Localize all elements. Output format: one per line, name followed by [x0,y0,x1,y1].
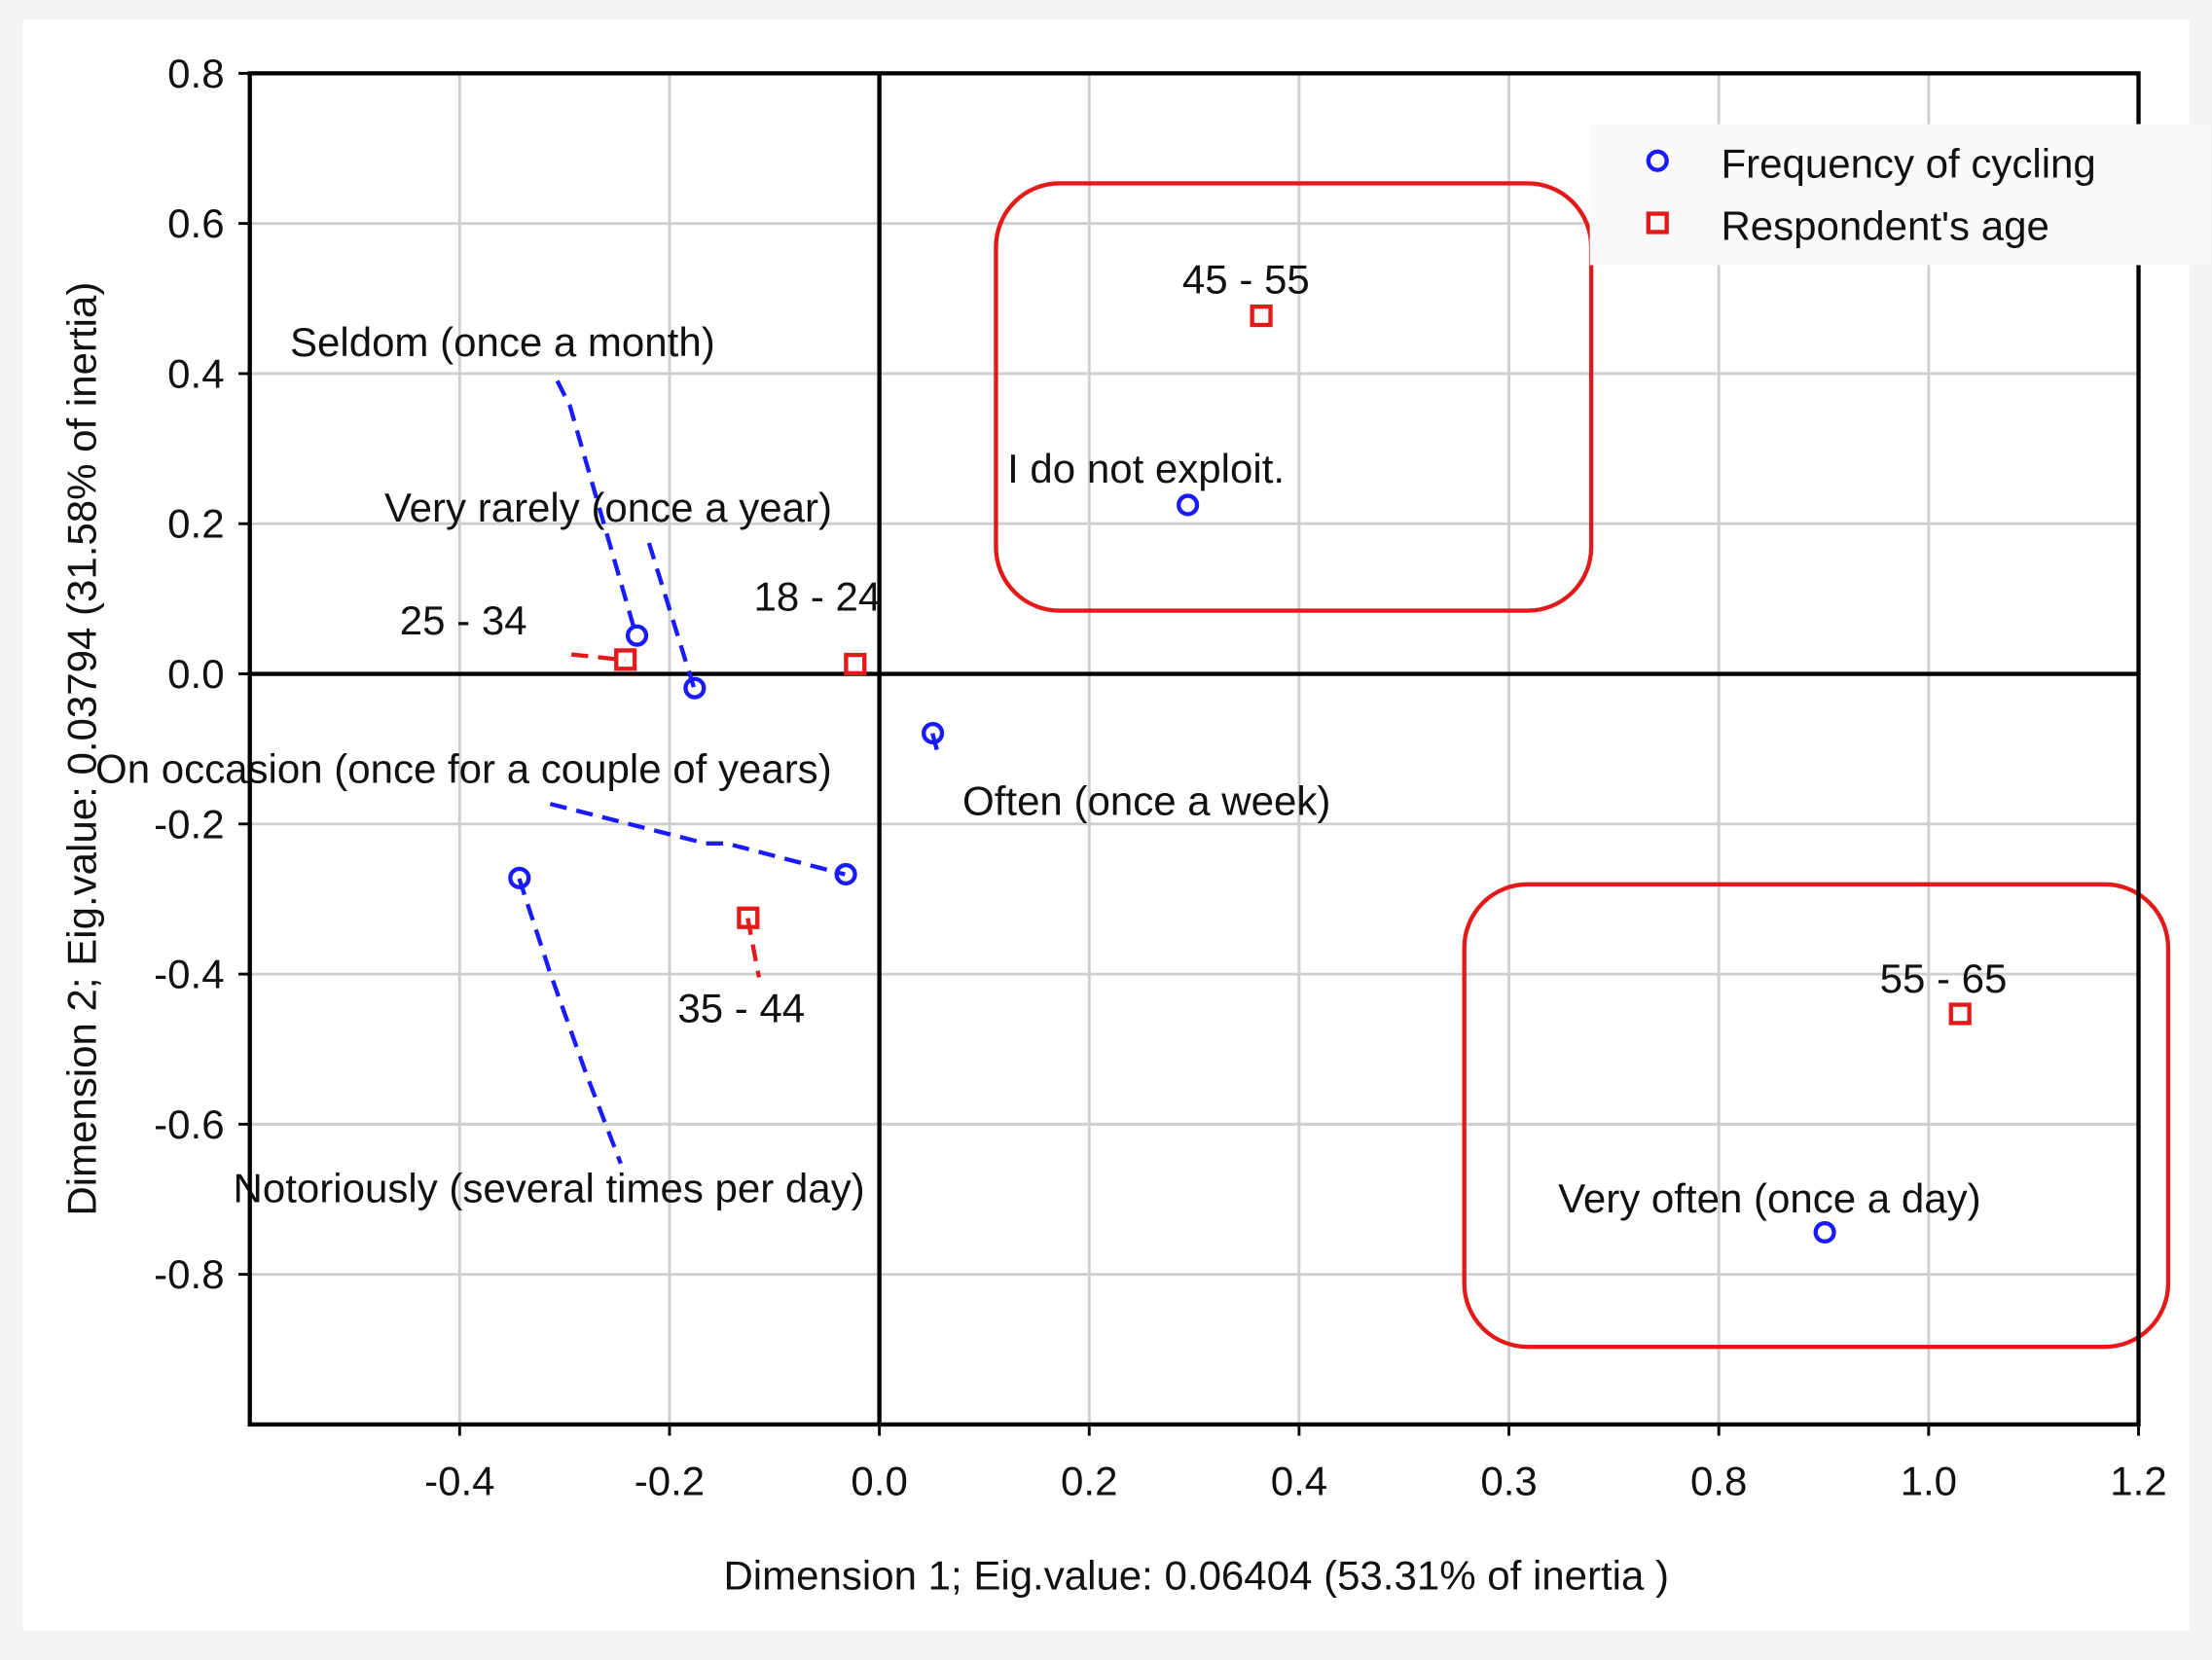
leader-line [570,652,626,663]
plot-frame [247,71,2141,1427]
point-label: 45 - 55 [1182,256,1310,302]
point [508,866,531,889]
marks: I do not exploit. Seldom (once a month) Ve… [95,256,2008,1245]
y-tick-label: 0.8 [167,51,224,96]
leader-line [549,802,846,877]
legend-marker [1646,149,1669,172]
point [1250,304,1273,328]
point [683,676,707,700]
y-axis-title: Dimension 2; Eig.value: 0.03794 (31.58% … [59,282,105,1216]
y-tick-label: -0.4 [154,952,224,997]
point-label: On occasion (once for a couple of years) [95,745,832,791]
point-label: Seldom (once a month) [290,319,715,365]
y-tick-label: 0.2 [167,501,224,547]
point [1813,1220,1836,1245]
point-label: 18 - 24 [753,573,881,619]
point [922,721,945,745]
point-label: Often (once a week) [962,778,1330,824]
y-tick-label: -0.2 [154,801,224,847]
x-tick-label: 0.8 [1690,1458,1747,1503]
point-label: 55 - 65 [1880,956,2008,1001]
legend-label: Respondent's age [1721,202,2049,248]
x-tick-label: 0.3 [1480,1458,1537,1503]
point [737,906,760,929]
grid: -0.4 -0.2 0.0 0.2 0.4 0.3 0.8 1.0 1.2 0.8 0.6 0.4 0.… [154,51,2167,1504]
x-tick-label: 0.2 [1061,1458,1117,1503]
x-tick-label: -0.4 [424,1458,494,1503]
legend-marker [1646,211,1669,235]
x-tick-label: 1.2 [2110,1458,2166,1503]
point-label: Notoriously (several times per day) [234,1166,865,1211]
x-tick-label: 0.0 [851,1458,907,1503]
point [1177,493,1200,517]
x-axis-title: Dimension 1; Eig.value: 0.06404 (53.31% … [723,1553,1669,1599]
legend-box [1589,124,2211,266]
point [1948,1002,1972,1026]
point-label: 35 - 44 [677,985,805,1030]
y-tick-label: 0.6 [167,200,224,246]
point [834,862,857,886]
point [614,648,637,671]
x-tick-label: 0.4 [1271,1458,1327,1503]
point-label: 25 - 34 [400,597,527,643]
y-tick-label: -0.6 [154,1101,224,1147]
leader-line [555,379,638,637]
point [844,652,867,676]
legend-label: Frequency of cycling [1721,141,2095,187]
highlight-box [1462,882,2171,1350]
y-tick-label: 0.0 [167,651,224,697]
legend: Frequency of cycling Respondent's age [1589,124,2211,266]
point-label: Very often (once a day) [1558,1175,1980,1221]
y-tick-label: 0.4 [167,350,224,396]
point-label: I do not exploit. [1007,446,1285,491]
point-label: Very rarely (once a year) [384,485,832,530]
x-tick-label: -0.2 [635,1458,705,1503]
highlight-box [994,181,1594,613]
point [625,624,649,647]
leader-line [517,878,623,1165]
y-tick-label: -0.8 [154,1251,224,1297]
x-tick-label: 1.0 [1901,1458,1957,1503]
